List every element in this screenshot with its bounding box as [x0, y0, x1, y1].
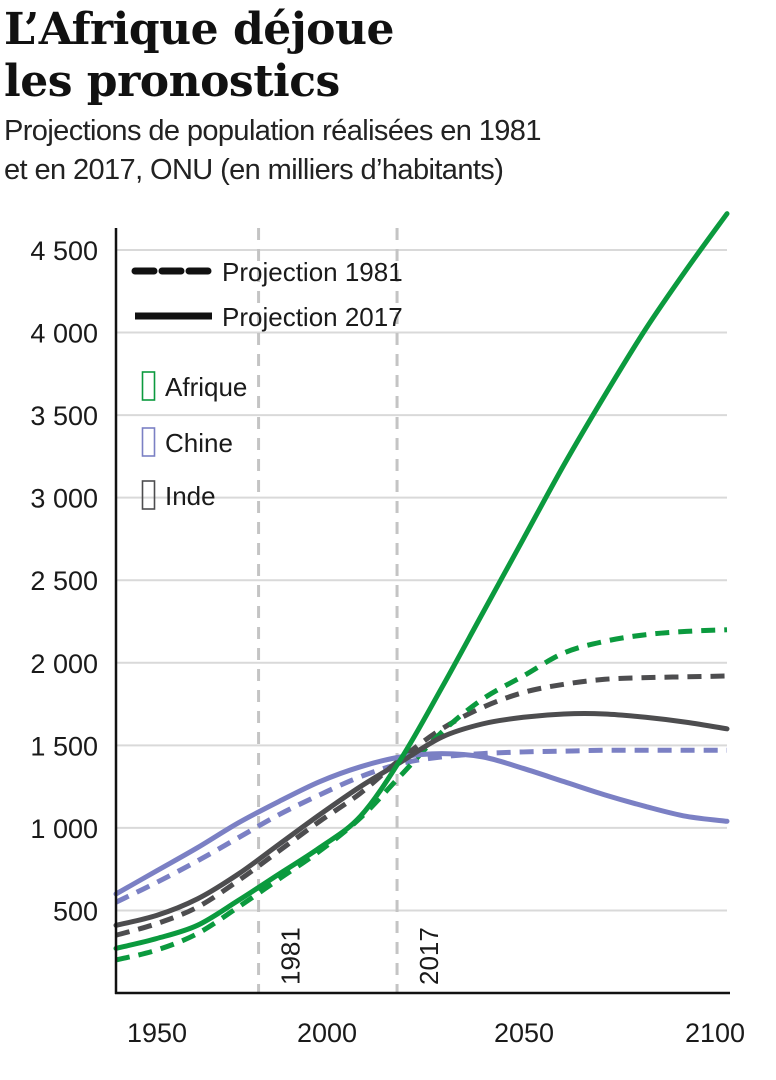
chart-title: L’Afrique déjoue les pronostics	[4, 4, 394, 108]
axes	[114, 228, 730, 995]
y-tick-label-500: 500	[53, 896, 98, 926]
series-line-chine-projection-1981	[114, 747, 727, 905]
subtitle-line-2: et en 2017, ONU (en milliers d’habitants…	[4, 154, 504, 186]
gridlines	[116, 249, 727, 912]
y-tick-label-4000: 4 000	[30, 319, 98, 349]
series-lines	[113, 211, 730, 963]
y-tick-labels: 500 1 000 1 500 2 000 2 500 3 000 3 500 4 000 4 …	[30, 236, 98, 926]
x-tick-label-2050: 2050	[494, 1018, 554, 1048]
legend-label-projection-2017: Projection 2017	[222, 302, 403, 332]
reference-label-2017: 2017	[414, 927, 444, 985]
y-tick-label-2000: 2 000	[30, 649, 98, 679]
legend-label-chine: Chine	[165, 428, 233, 458]
y-tick-label-2500: 2 500	[30, 566, 98, 596]
legend-marker-chine	[141, 427, 156, 457]
chart-subtitle: Projections de population réalisées en 1…	[4, 112, 541, 190]
x-tick-labels: 1950 2000 2050 2100	[127, 1018, 745, 1048]
y-tick-label-3000: 3 000	[30, 484, 98, 514]
legend-marker-inde	[141, 480, 156, 510]
legend-label-inde: Inde	[165, 481, 216, 511]
legend-marker-afrique	[141, 371, 156, 401]
title-line-2: les pronostics	[4, 56, 340, 107]
series-line-chine-projection-2017	[113, 751, 730, 897]
x-tick-label-2100: 2100	[685, 1018, 745, 1048]
legend-label-afrique: Afrique	[165, 372, 247, 402]
series-line-inde-projection-1981	[115, 673, 728, 938]
y-tick-label-4500: 4 500	[30, 236, 98, 266]
subtitle-line-1: Projections de population réalisées en 1…	[4, 115, 541, 147]
series-line-afrique-projection-2017	[113, 211, 730, 951]
x-tick-label-1950: 1950	[127, 1018, 187, 1048]
y-tick-label-3500: 3 500	[30, 401, 98, 431]
series-line-inde-projection-2017	[113, 711, 730, 928]
y-tick-label-1000: 1 000	[30, 814, 98, 844]
x-tick-label-2000: 2000	[297, 1018, 357, 1048]
title-line-1: L’Afrique déjoue	[4, 4, 394, 55]
legend-label-projection-1981: Projection 1981	[222, 257, 403, 287]
reference-label-1981: 1981	[276, 927, 306, 985]
y-tick-label-1500: 1 500	[30, 731, 98, 761]
legend: Projection 1981 Projection 2017 Afrique Chi…	[131, 257, 403, 511]
reference-lines: 1981 2017	[257, 228, 444, 993]
